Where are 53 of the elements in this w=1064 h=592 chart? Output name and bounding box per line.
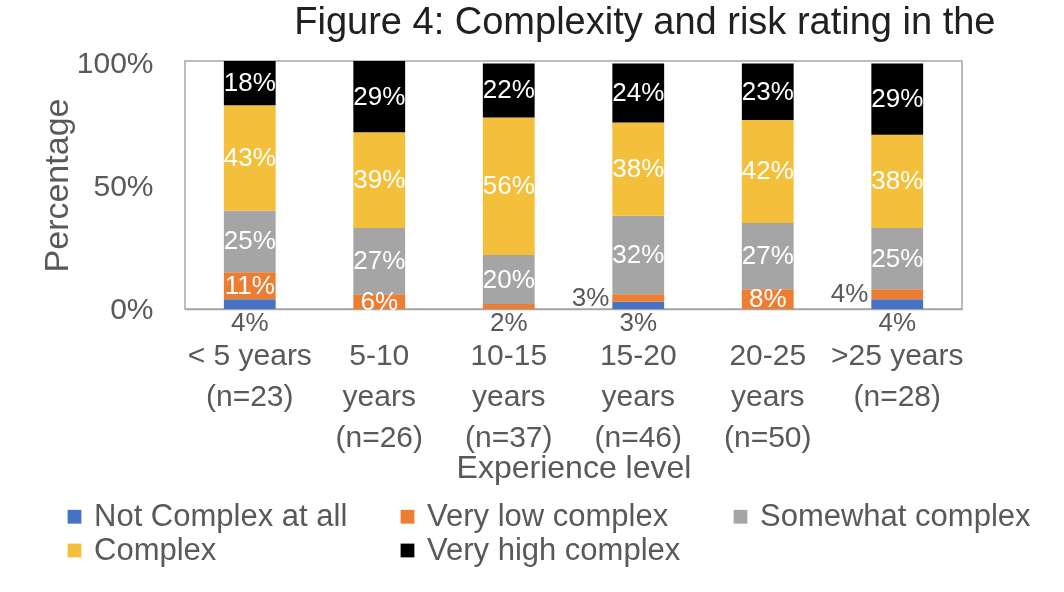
data-label: 4% — [830, 278, 869, 309]
bar — [612, 301, 665, 309]
y-tick-label: 50% — [93, 168, 154, 202]
bar — [871, 299, 924, 309]
data-label: 42% — [741, 155, 794, 186]
data-label: 39% — [353, 164, 406, 195]
data-label: 8% — [748, 283, 787, 314]
bar — [871, 134, 924, 228]
x-tick-label: 5-10 years (n=26) — [335, 337, 424, 453]
bar — [482, 304, 535, 309]
legend-label: Complex — [94, 531, 217, 567]
data-label: 25% — [871, 242, 924, 273]
data-label: 3% — [571, 281, 610, 312]
y-axis-title: Percentage — [36, 98, 75, 273]
data-label: 18% — [223, 67, 276, 98]
legend-label: Very low complex — [427, 497, 669, 533]
data-label: 4% — [230, 307, 269, 337]
bar — [223, 105, 276, 211]
data-label: 29% — [353, 80, 406, 111]
data-label: 11% — [224, 269, 275, 300]
data-label: 20% — [482, 263, 535, 294]
data-label: 25% — [223, 225, 276, 256]
data-label: 22% — [482, 74, 535, 105]
data-label: 3% — [619, 307, 658, 337]
x-tick-label: < 5 years (n=23) — [187, 337, 312, 412]
data-label: 6% — [360, 285, 399, 316]
data-label: 29% — [871, 83, 924, 114]
chart-title: Figure 4: Complexity and risk rating in the — [294, 0, 996, 43]
data-label: 27% — [741, 240, 794, 271]
x-tick-label: 15-20 years (n=46) — [594, 337, 683, 453]
data-label: 43% — [223, 141, 276, 172]
y-tick-label: 0% — [110, 291, 154, 325]
x-tick-label: >25 years (n=28) — [830, 337, 964, 412]
data-label: 38% — [612, 153, 665, 184]
bar — [482, 117, 535, 255]
data-label: 32% — [612, 238, 665, 269]
data-label: 2% — [489, 307, 528, 337]
data-label: 27% — [353, 245, 406, 276]
data-label: 38% — [871, 165, 924, 196]
data-label: 24% — [612, 76, 665, 107]
bar — [223, 299, 276, 309]
data-label: 4% — [878, 307, 917, 337]
legend-label: Not Complex at all — [94, 497, 348, 533]
bar — [871, 289, 924, 300]
data-label: 23% — [741, 75, 794, 106]
bar — [353, 132, 406, 228]
y-tick-label: 100% — [76, 45, 154, 79]
bar — [612, 122, 665, 216]
legend-label: Somewhat complex — [760, 497, 1032, 533]
data-label: 56% — [482, 170, 535, 201]
x-tick-label: 20-25 years (n=50) — [723, 337, 812, 453]
bar — [741, 119, 794, 224]
bar — [612, 294, 665, 302]
